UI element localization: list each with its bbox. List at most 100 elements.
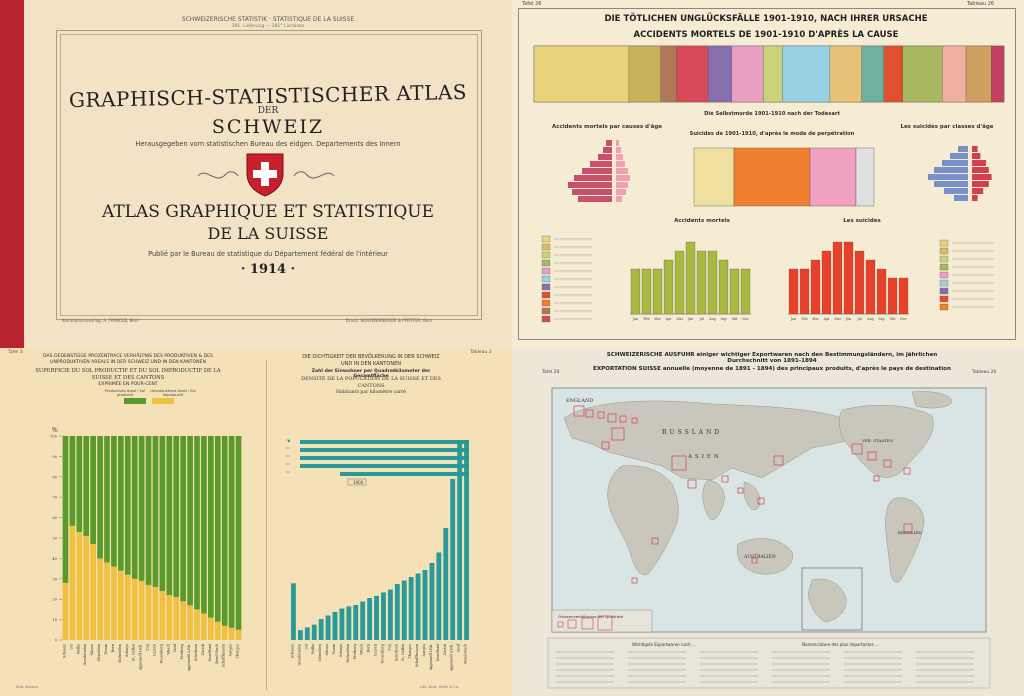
category-label: Waadt [360, 643, 364, 654]
category-label: Baselland [436, 643, 440, 661]
density-bar [311, 624, 317, 640]
month-bar [663, 259, 674, 315]
accidents-graphics: Jan Feb Mrz Apr Mai Jun Jul Aug Sep Okt Nov Jan Feb… [533, 45, 1005, 323]
method-block [733, 147, 811, 207]
month-label: Apr [823, 317, 830, 321]
soil-density-panel: Tafel 3 Tableau 3 DAS OEDENSTEIGE PROZEN… [0, 348, 512, 696]
cover-footer-left: Kommissionsverlag: A. FRANCKE, Bern [62, 318, 139, 323]
category-label: Tessin [104, 643, 108, 655]
month-label: Jan [790, 317, 796, 321]
method-block [855, 147, 875, 207]
pyramid-bar [590, 161, 612, 167]
soil-y-unit: % [52, 427, 58, 434]
category-label: Appenzell I.Rh. [139, 644, 143, 671]
density-chart: Schweiz Graubünden Uri Wallis Obwalden Glarus… [286, 439, 469, 672]
legend-swatch [939, 303, 949, 311]
land-greenland [911, 391, 953, 409]
bar-unproductive [62, 582, 69, 640]
category-label: Genf [173, 643, 177, 652]
density-bar [304, 627, 310, 640]
cause-band [902, 45, 943, 103]
book-spine [0, 0, 24, 348]
bar-productive [124, 436, 131, 575]
cover-subtitle-de: Herausgegeben vom statistischen Bureau d… [135, 140, 401, 148]
soil-right-title: DIE DICHTIGKEIT DER BEVÖLKERUNG IN DER S… [302, 354, 440, 367]
months-right-title: Les suicides [843, 218, 881, 224]
squares-legend-box [551, 609, 653, 633]
bar-unproductive [180, 601, 186, 640]
cause-band [676, 45, 709, 103]
category-label: Nidwalden [118, 643, 122, 662]
accidents-frame [518, 8, 1016, 340]
pyramid-left-title: Accidents mortels par causes d'âge [551, 124, 663, 130]
y-tick-label: 100 [50, 435, 58, 439]
pyramid-bar [972, 167, 989, 173]
month-label: Sep [878, 317, 884, 321]
label-brasilien: BRASILIEN [898, 530, 922, 535]
accidents-tafel-right: Tableau 26 [967, 1, 995, 7]
month-bar [707, 250, 718, 315]
category-label: Basel-Stadt [215, 643, 219, 663]
cover-frame [56, 30, 482, 320]
category-label: Glarus [90, 644, 94, 656]
export-square [611, 427, 625, 441]
bar-productive [173, 436, 180, 598]
density-bar [353, 605, 359, 640]
export-square [851, 443, 863, 455]
y-tick-label: 40 [52, 557, 57, 561]
accidents-title-fr: ACCIDENTS MORTELS DE 1901-1910 D'APRÈS L… [633, 30, 899, 40]
land-se-asia [743, 481, 761, 510]
accidents-tafel-left: Tafel 26 [522, 1, 542, 7]
accidents-title-de: DIE TÖTLICHEN UNGLÜCKSFÄLLE 1901-1910, N… [604, 14, 928, 24]
bar-productive [228, 436, 235, 628]
method-block [809, 147, 857, 207]
bar-productive [131, 436, 138, 579]
land-masses [563, 391, 953, 583]
bar-productive [145, 436, 152, 585]
category-label: Zug [146, 643, 150, 651]
export-square [867, 451, 877, 461]
legend-swatch [541, 299, 551, 307]
bar-productive [214, 436, 221, 622]
month-bar [865, 259, 876, 315]
ornament-right [293, 171, 335, 179]
density-bar [381, 592, 386, 640]
category-label: Basel-Stadt [464, 643, 468, 663]
month-label: Okt [732, 317, 739, 321]
category-label: St. Gallen [132, 643, 136, 661]
pyramid-bar [934, 167, 968, 173]
legend-unproductive-label: Unproduktives Areal / Sol improductif [150, 389, 196, 397]
category-label: Neuenburg [159, 643, 163, 663]
y-tick-label: 50 [52, 537, 57, 541]
pyramid-bar [958, 146, 968, 152]
bar-productive [104, 436, 110, 563]
density-bar [450, 479, 456, 640]
export-title-de: SCHWEIZERISCHE AUSFUHR einiger wichtiger… [606, 352, 938, 364]
month-label: Feb [802, 317, 808, 321]
cause-band [829, 45, 862, 103]
density-bar [401, 580, 407, 640]
export-table-rows [556, 651, 974, 683]
month-label: Okt [890, 317, 897, 321]
density-overflow-band [300, 440, 469, 444]
legend-swatch [541, 243, 551, 251]
legend-square-4 [597, 615, 613, 631]
category-label: Tessin [332, 643, 336, 655]
category-label: Bern [367, 643, 371, 652]
month-bar [674, 250, 685, 315]
pyramid-bar [616, 196, 622, 202]
bar-productive [187, 436, 193, 606]
bar-unproductive [131, 578, 138, 640]
density-bar [429, 563, 435, 640]
bar-productive [76, 436, 83, 532]
bar-productive [90, 436, 96, 545]
density-bar [374, 595, 379, 640]
export-square [687, 479, 697, 489]
cause-band [861, 45, 884, 103]
month-bar [630, 268, 641, 315]
category-label: Wallis [311, 644, 315, 654]
month-bar [799, 268, 810, 315]
age-pyramid-suicides [928, 146, 992, 201]
export-square [751, 557, 758, 564]
export-square [601, 441, 610, 450]
